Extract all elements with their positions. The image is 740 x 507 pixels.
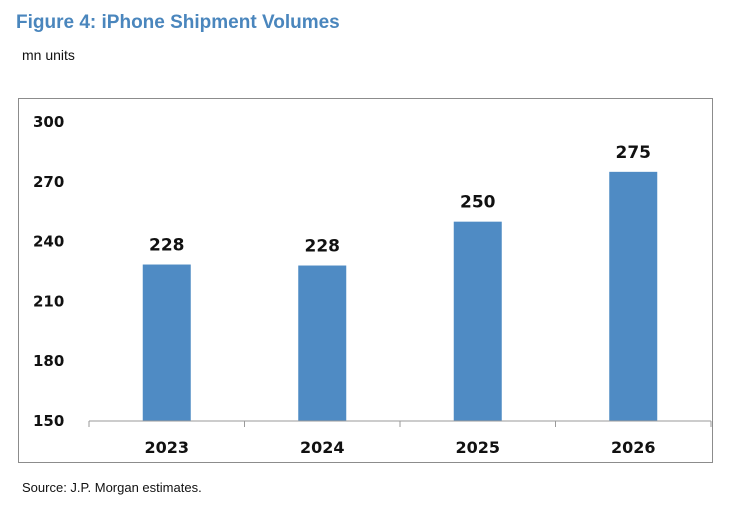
x-category-label: 2025 — [455, 438, 500, 457]
y-tick-label: 150 — [33, 412, 64, 430]
data-label: 228 — [149, 236, 185, 256]
data-label: 250 — [460, 193, 496, 213]
y-tick-label: 270 — [33, 173, 64, 191]
figure-title: Figure 4: iPhone Shipment Volumes — [16, 12, 340, 33]
x-category-label: 2023 — [144, 438, 189, 457]
x-category-label: 2024 — [300, 438, 345, 457]
y-tick-label: 180 — [33, 352, 64, 370]
bar-chart: 150 180 210 240 270 300 228 2023 228 2024 250 2025 2… — [33, 113, 712, 457]
chart-frame: 150 180 210 240 270 300 228 2023 228 2024 250 2025 2… — [18, 98, 713, 463]
bar — [142, 264, 191, 421]
bar — [298, 265, 347, 421]
y-tick-label: 210 — [33, 292, 64, 310]
y-tick-label: 300 — [33, 113, 64, 131]
bar — [453, 221, 502, 421]
unit-subtitle: mn units — [22, 47, 75, 63]
data-label: 275 — [616, 143, 652, 163]
x-category-label: 2026 — [611, 438, 656, 457]
y-tick-label: 240 — [33, 233, 64, 251]
source-note: Source: J.P. Morgan estimates. — [22, 480, 202, 495]
data-label: 228 — [305, 237, 341, 257]
bar — [609, 171, 658, 421]
